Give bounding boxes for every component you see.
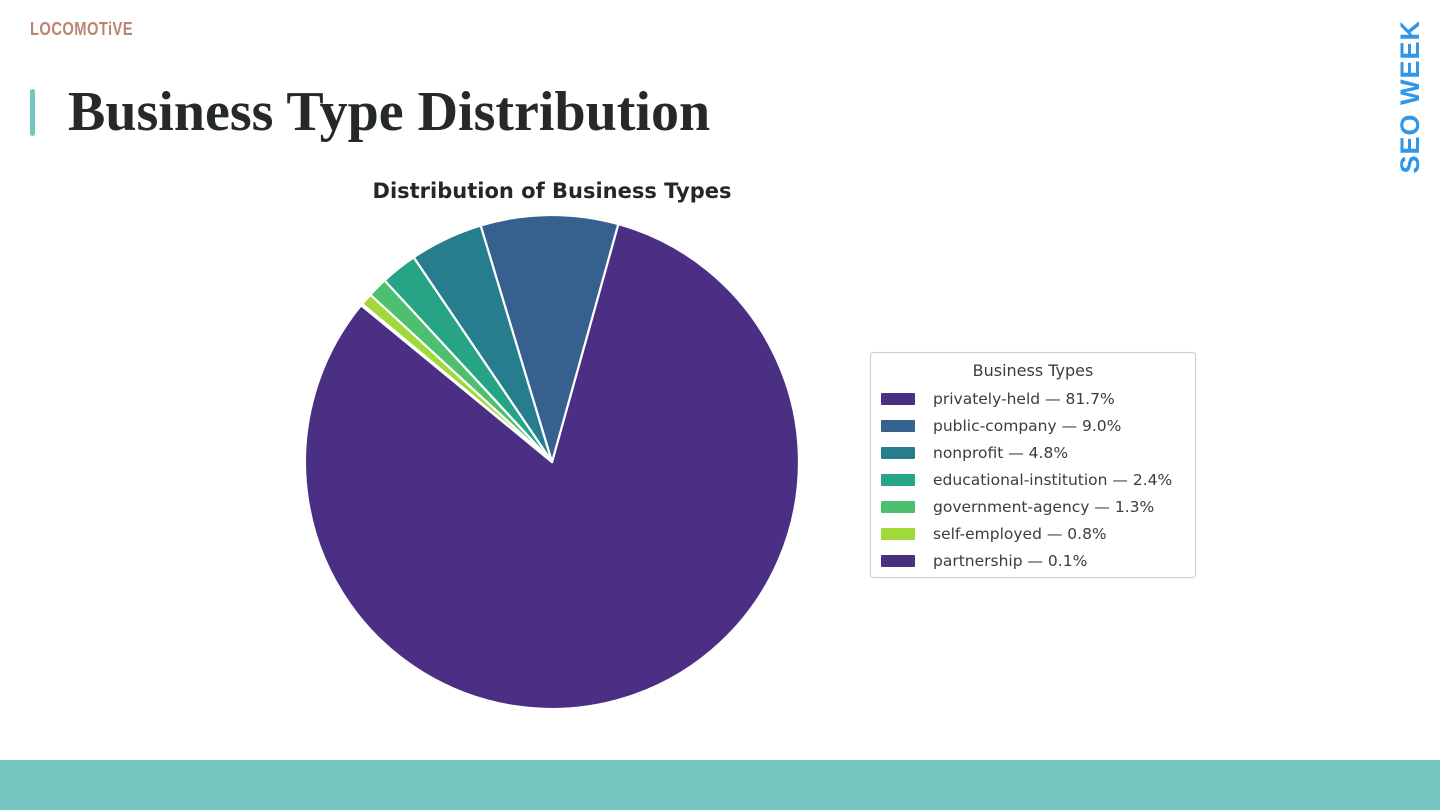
legend-row: privately-held — 81.7%: [879, 385, 1187, 412]
chart-title: Distribution of Business Types: [372, 179, 732, 203]
pie-slice-partnership: [360, 302, 554, 464]
legend-label: partnership — 0.1%: [933, 551, 1088, 570]
legend-label: government-agency — 1.3%: [933, 497, 1155, 516]
legend-row: nonprofit — 4.8%: [879, 439, 1187, 466]
legend-rows: privately-held — 81.7% public-company — 9…: [879, 385, 1187, 574]
pie-slice-public-company: [479, 213, 620, 464]
legend-swatch: [881, 500, 915, 513]
pie-chart: [303, 213, 801, 711]
legend-row: public-company — 9.0%: [879, 412, 1187, 439]
legend-label: privately-held — 81.7%: [933, 389, 1115, 408]
legend-label: self-employed — 0.8%: [933, 524, 1107, 543]
legend-title: Business Types: [972, 361, 1094, 380]
title-accent-bar: [30, 88, 35, 136]
pie-slice-privately-held: [303, 222, 801, 711]
chart-legend: Business Types privately-held — 81.7% pub…: [870, 352, 1196, 578]
legend-swatch: [881, 473, 915, 486]
legend-swatch: [881, 446, 915, 459]
locomotive-logo: LOCOMOTiVE: [30, 18, 134, 39]
legend-swatch: [881, 419, 915, 432]
seo-week-label: SEO WEEK: [1395, 20, 1425, 174]
page-title: Business Type Distribution: [68, 81, 711, 143]
legend-row: educational-institution — 2.4%: [879, 466, 1187, 493]
title-row: Business Type Distribution: [30, 80, 710, 144]
legend-row: government-agency — 1.3%: [879, 493, 1187, 520]
legend-row: partnership — 0.1%: [879, 547, 1187, 574]
legend-swatch: [881, 392, 915, 405]
legend-label: nonprofit — 4.8%: [933, 443, 1069, 462]
footer-bar: [0, 760, 1440, 810]
legend-swatch: [881, 554, 915, 567]
legend-swatch: [881, 527, 915, 540]
legend-row: self-employed — 0.8%: [879, 520, 1187, 547]
legend-label: public-company — 9.0%: [933, 416, 1122, 435]
legend-label: educational-institution — 2.4%: [933, 470, 1173, 489]
